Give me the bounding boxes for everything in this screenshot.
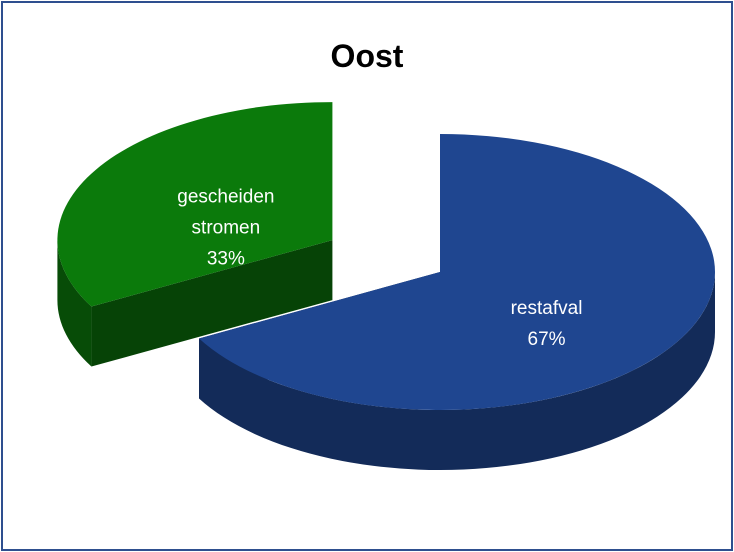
slice — [57, 102, 333, 307]
data-label: gescheiden stromen 33% — [161, 182, 291, 275]
value-label: 67% — [527, 328, 566, 350]
slice-side — [91, 240, 333, 367]
data-label: restafval 67% — [482, 293, 612, 355]
slice-group — [57, 102, 333, 367]
value-label: 33% — [206, 248, 245, 270]
chart-title: Oost — [330, 38, 404, 74]
slice-group — [199, 134, 716, 470]
slice — [199, 134, 716, 410]
category-label: gescheiden stromen — [177, 186, 275, 239]
category-label: restafval — [510, 297, 583, 319]
slice-wall — [199, 272, 716, 470]
slice-wall — [57, 240, 92, 367]
